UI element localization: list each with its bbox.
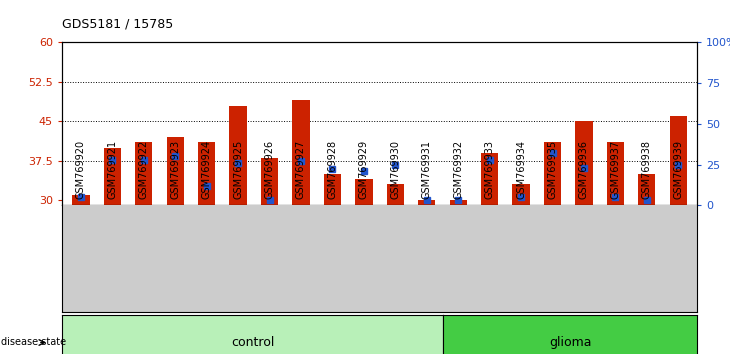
Bar bbox=[669, 116, 687, 205]
Bar bbox=[575, 121, 593, 205]
Bar bbox=[104, 148, 121, 205]
Bar bbox=[544, 142, 561, 205]
Bar bbox=[135, 142, 153, 205]
Bar bbox=[638, 174, 656, 205]
Text: GDS5181 / 15785: GDS5181 / 15785 bbox=[62, 18, 173, 31]
Bar bbox=[72, 195, 90, 205]
Bar bbox=[166, 137, 184, 205]
Bar bbox=[418, 200, 435, 205]
Bar bbox=[198, 142, 215, 205]
Text: glioma: glioma bbox=[549, 336, 591, 349]
Text: control: control bbox=[231, 336, 274, 349]
Text: disease state: disease state bbox=[1, 337, 66, 348]
Bar bbox=[512, 184, 530, 205]
Bar bbox=[292, 100, 310, 205]
Bar bbox=[229, 105, 247, 205]
Bar bbox=[261, 158, 278, 205]
Bar bbox=[450, 200, 467, 205]
Bar bbox=[607, 142, 624, 205]
Bar bbox=[356, 179, 372, 205]
Bar bbox=[481, 153, 499, 205]
Bar bbox=[324, 174, 341, 205]
Bar bbox=[387, 184, 404, 205]
